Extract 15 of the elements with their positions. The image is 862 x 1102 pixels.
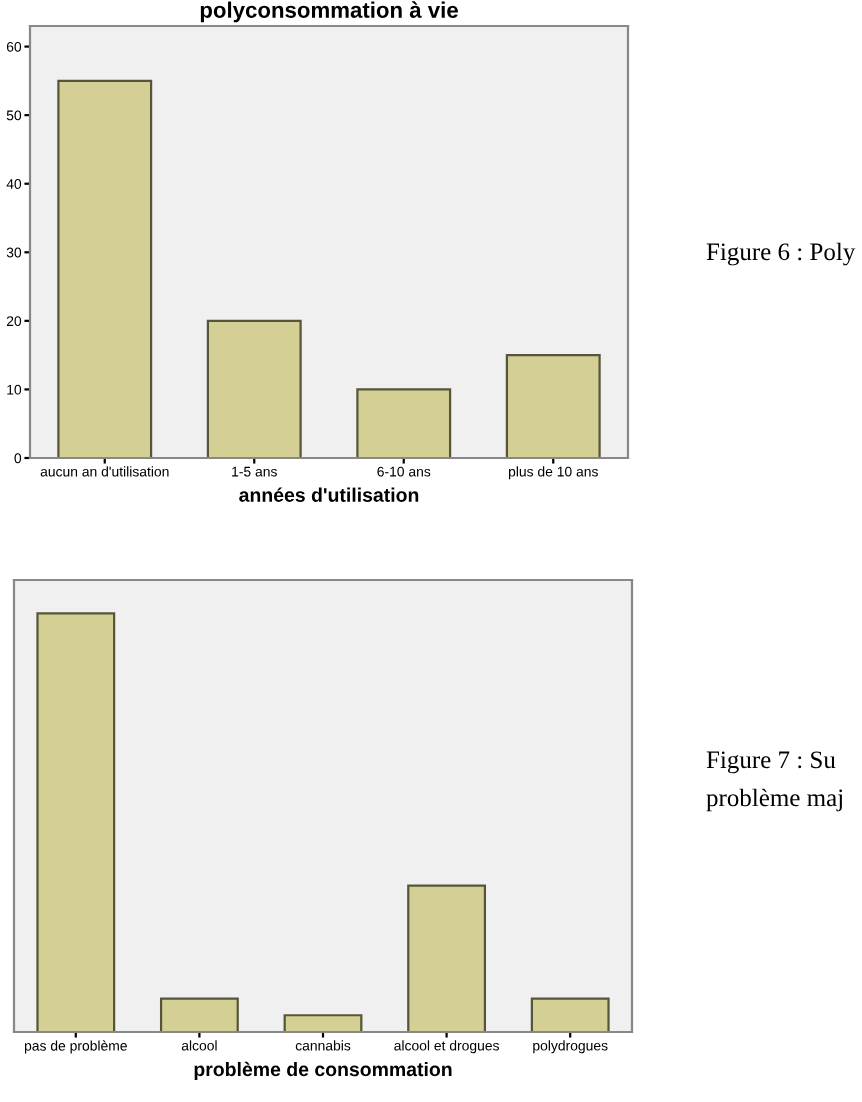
text: problème maj bbox=[706, 788, 842, 812]
bar bbox=[283, 1014, 363, 1032]
bar bbox=[159, 997, 239, 1032]
caption: Figure 6 : Poly bbox=[706, 242, 856, 266]
bar bbox=[407, 884, 487, 1032]
x-axis-title: années d'utilisation bbox=[239, 487, 419, 502]
bar bbox=[530, 997, 610, 1032]
bar bbox=[356, 388, 452, 458]
bar bbox=[505, 354, 601, 458]
caption: Figure 7 : Su bbox=[706, 751, 836, 774]
chart-title: polyconsommation à vie bbox=[200, 1, 458, 23]
bar bbox=[57, 79, 153, 458]
x-axis-title: problème de consommation bbox=[194, 1061, 452, 1081]
bar bbox=[36, 612, 116, 1032]
bar bbox=[206, 319, 302, 458]
